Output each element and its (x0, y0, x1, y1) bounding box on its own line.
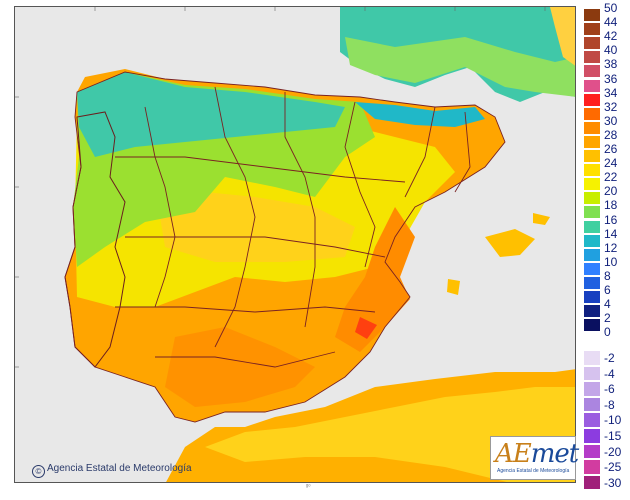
legend-label-cold: -30 (604, 475, 622, 490)
legend-label: 12 (604, 240, 618, 255)
legend-label: 40 (604, 43, 618, 58)
legend-label-cold: -25 (604, 460, 622, 475)
legend-label: 20 (604, 184, 618, 199)
credit-text: Agencia Estatal de Meteorología (47, 463, 192, 474)
legend-label: 8 (604, 268, 611, 283)
legend-swatch (583, 163, 601, 178)
legend-label-cold: -6 (604, 382, 615, 397)
legend-label: 18 (604, 198, 618, 213)
logo-brand: AEmet (495, 439, 579, 469)
legend-label: 4 (604, 297, 611, 312)
legend-swatch (583, 78, 601, 93)
legend-swatch (583, 92, 601, 107)
legend-label: 44 (604, 15, 618, 30)
legend-swatch-cold (583, 381, 601, 397)
legend-swatch (583, 64, 601, 79)
legend-swatch (583, 290, 601, 305)
legend-label: 6 (604, 283, 611, 297)
legend-swatch (583, 275, 601, 290)
legend-label: 38 (604, 57, 618, 72)
legend-swatch-cold (583, 459, 601, 475)
legend-swatch-cold (583, 428, 601, 444)
legend-label-cold: -20 (604, 444, 622, 459)
legend-label: 28 (604, 127, 618, 142)
legend-swatch-cold (583, 365, 601, 382)
legend-swatch-cold (583, 396, 601, 413)
legend-swatch (583, 149, 601, 164)
legend-label: 16 (604, 212, 618, 227)
legend-swatch (583, 205, 601, 220)
legend-label: 10 (604, 254, 618, 269)
legend-swatch (583, 8, 601, 23)
legend-label: 42 (604, 29, 618, 44)
copyright-icon: © (32, 465, 45, 478)
legend-swatch-cold (583, 350, 601, 366)
legend-swatch-cold (583, 443, 601, 460)
legend-label-cold: -8 (604, 397, 615, 412)
legend-label: 26 (604, 142, 618, 156)
legend-label: 50 (604, 1, 618, 15)
legend-label-cold: -10 (604, 413, 622, 428)
temperature-map (14, 6, 576, 483)
legend-swatch (583, 36, 601, 51)
iberia-map-graphic (15, 7, 575, 482)
legend-label: 24 (604, 156, 618, 171)
legend-swatch (583, 191, 601, 206)
legend-label: 30 (604, 113, 618, 128)
legend-swatch (583, 247, 601, 262)
legend-swatch (583, 233, 601, 248)
logo-subtitle: Agencia Estatal de Meteorología (497, 468, 570, 474)
frame-ticks (15, 7, 546, 368)
legend-swatch (583, 120, 601, 135)
legend-label-cold: -4 (604, 366, 615, 381)
legend-label: 36 (604, 71, 618, 86)
legend-swatch (583, 134, 601, 149)
legend-swatch (583, 22, 601, 37)
legend-swatch-cold (583, 412, 601, 428)
legend-swatch (583, 219, 601, 234)
footer-mark: ᵍᵒ (306, 484, 311, 490)
legend-label: 0 (604, 325, 611, 340)
legend-swatch-cold (583, 474, 601, 491)
legend-label: 32 (604, 99, 618, 114)
legend-label-cold: -15 (604, 429, 622, 443)
legend-label: 14 (604, 226, 618, 241)
legend-swatch (583, 318, 601, 333)
legend-label: 34 (604, 85, 618, 100)
legend-swatch (583, 177, 601, 192)
legend-swatch (583, 50, 601, 65)
legend-label: 22 (604, 170, 618, 185)
legend-label-cold: -2 (604, 351, 615, 365)
legend-swatch (583, 261, 601, 276)
legend-swatch (583, 106, 601, 121)
legend-label: 2 (604, 311, 611, 326)
legend-swatch (583, 304, 601, 319)
region-borders (64, 71, 506, 423)
aemet-logo: AEmet Agencia Estatal de Meteorología (490, 436, 579, 480)
